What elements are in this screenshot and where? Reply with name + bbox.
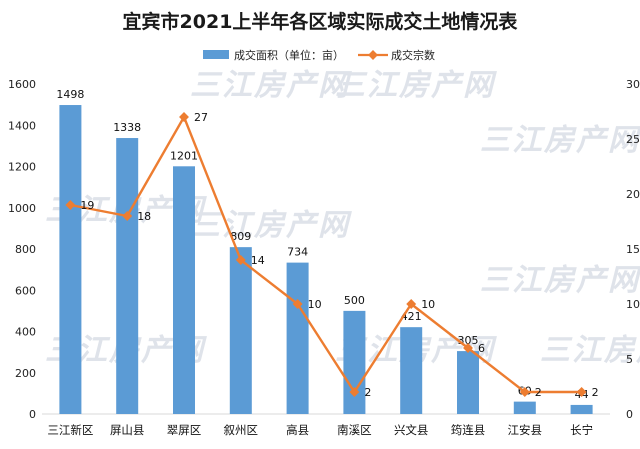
line-value-label: 10 (421, 298, 435, 311)
bar-筠连县 (457, 351, 479, 414)
x-category-label: 屏山县 (110, 423, 145, 437)
line-value-label: 6 (478, 342, 485, 355)
line-value-label: 10 (308, 298, 322, 311)
y-left-tick-label: 800 (15, 243, 36, 256)
bar-三江新区 (59, 105, 82, 414)
y-right-tick-label: 30 (626, 78, 640, 91)
y-left-tick-label: 0 (29, 408, 36, 421)
watermark-text: 三江房产网 (540, 333, 640, 368)
line-value-label: 19 (80, 199, 94, 212)
line-value-label: 2 (364, 386, 371, 399)
x-category-label: 翠屏区 (167, 423, 202, 437)
bar-叙州区 (229, 247, 252, 414)
line-value-label: 2 (592, 386, 599, 399)
y-left-tick-label: 400 (15, 326, 36, 339)
bar-value-label: 1338 (113, 121, 141, 134)
y-left-tick-label: 600 (15, 284, 36, 297)
y-right-tick-label: 5 (626, 353, 633, 366)
bar-兴文县 (400, 327, 423, 414)
bar-value-label: 1498 (56, 88, 84, 101)
watermark-text: 三江房产网 (190, 208, 352, 243)
legend-swatch-marker (368, 50, 378, 60)
line-marker (235, 255, 246, 265)
watermark-text: 三江房产网 (480, 0, 640, 3)
watermark-text: 三江房产网 (480, 263, 640, 298)
y-axis-right: 0 5 10 15 20 25 30 (626, 78, 640, 421)
bar-高县 (286, 262, 309, 414)
y-right-tick-label: 25 (626, 133, 640, 146)
line-marker (292, 299, 303, 309)
line-series (65, 112, 587, 397)
line-data-labels: 19 18 27 14 10 2 10 6 2 2 (80, 111, 598, 399)
line-marker (463, 343, 473, 353)
bar-江安县 (513, 401, 536, 414)
legend-label-line: 成交宗数 (391, 48, 435, 62)
bar-南溪区 (343, 310, 366, 414)
bar-value-label: 809 (230, 230, 251, 243)
watermark-text: 三江房产网 (480, 123, 640, 158)
y-left-tick-label: 200 (15, 367, 36, 380)
y-right-tick-label: 20 (626, 188, 640, 201)
line-value-label: 14 (251, 254, 265, 267)
bar-value-label: 734 (287, 246, 308, 259)
line-marker (349, 387, 360, 397)
x-category-label: 叙州区 (224, 423, 259, 437)
y-left-tick-label: 1600 (8, 78, 36, 91)
watermark-text: 三江房产网 (190, 68, 352, 103)
x-axis-categories: 三江新区 屏山县 翠屏区 叙州区 高县 南溪区 兴文县 筠连县 江安县 长宁 (47, 423, 593, 437)
line-value-label: 27 (194, 111, 208, 124)
x-category-label: 高县 (286, 423, 309, 437)
x-category-label: 兴文县 (394, 423, 429, 437)
y-left-tick-label: 1200 (8, 161, 36, 174)
line-marker (519, 387, 530, 397)
x-category-label: 三江新区 (47, 423, 93, 437)
line-marker (576, 387, 587, 397)
y-left-tick-label: 1000 (8, 202, 36, 215)
line-marker (65, 200, 76, 210)
y-left-tick-label: 1400 (8, 119, 36, 132)
line-marker (406, 299, 417, 309)
x-category-label: 江安县 (508, 423, 543, 437)
y-right-tick-label: 15 (626, 243, 640, 256)
bar-value-label: 500 (344, 294, 365, 307)
chart-title: 宜宾市2021上半年各区域实际成交土地情况表 (123, 10, 519, 33)
legend-label-bar: 成交面积（单位：亩） (234, 48, 344, 62)
line-path (70, 115, 582, 394)
y-right-tick-label: 0 (626, 408, 633, 421)
x-category-label: 筠连县 (451, 423, 486, 437)
legend-swatch-bar (203, 50, 229, 59)
bar-value-label: 1201 (170, 149, 198, 162)
line-marker (179, 112, 189, 122)
line-value-label: 2 (535, 386, 542, 399)
y-axis-left: 0 200 400 600 800 1000 1200 1400 1600 (8, 78, 36, 421)
bar-长宁 (570, 404, 593, 414)
watermark-text: 三江房产网 (335, 68, 497, 103)
line-marker (122, 211, 133, 221)
legend: 成交面积（单位：亩） 成交宗数 (203, 48, 435, 62)
x-category-label: 长宁 (570, 423, 593, 437)
line-value-label: 18 (137, 210, 151, 223)
bar-翠屏区 (173, 166, 195, 414)
x-category-label: 南溪区 (337, 423, 372, 437)
y-right-tick-label: 10 (626, 298, 640, 311)
bar-屏山县 (116, 138, 139, 414)
